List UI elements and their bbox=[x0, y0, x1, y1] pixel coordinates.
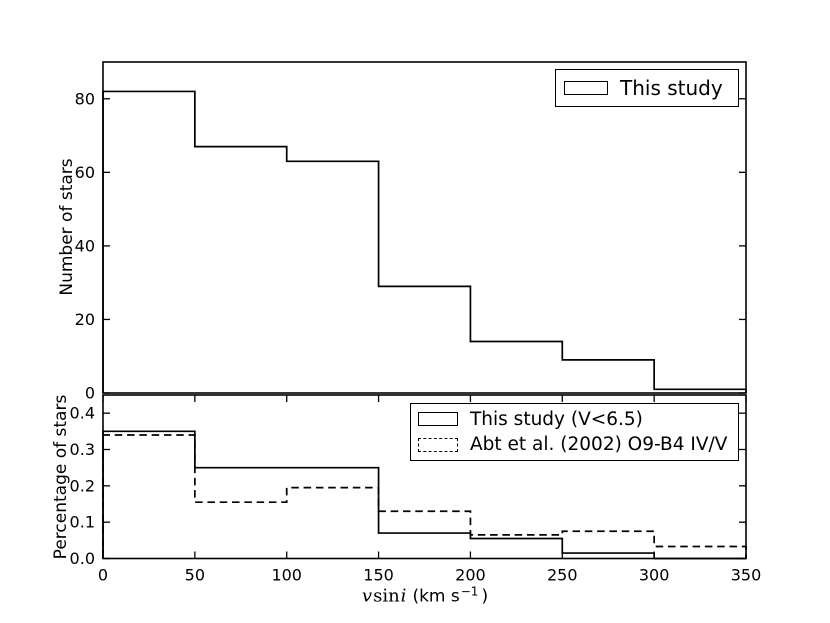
y-tick-label: 20 bbox=[75, 310, 95, 329]
legend-row-abt: Abt et al. (2002) O9-B4 IV/V bbox=[418, 434, 738, 455]
y-tick-label: 40 bbox=[75, 236, 95, 255]
bottom-axes-frame bbox=[102, 394, 747, 560]
y-tick-label: 0.4 bbox=[70, 404, 95, 423]
solid-rect-swatch-icon bbox=[418, 412, 458, 427]
xlabel-sin: sin bbox=[373, 585, 400, 607]
bottom-legend: This study (V<6.5) Abt et al. (2002) O9-… bbox=[410, 403, 739, 461]
series-line-this-study bbox=[102, 90, 747, 393]
series-line-abt-et-al-2002-o9-b4-iv-v bbox=[102, 434, 747, 559]
x-tick-label: 250 bbox=[547, 566, 578, 585]
xlabel-units: (km s bbox=[412, 586, 460, 607]
xlabel-var-i: i bbox=[400, 585, 407, 607]
legend-label-this-study: This study bbox=[620, 76, 723, 100]
top-legend: This study bbox=[555, 69, 739, 107]
bottom-panel-ylabel: Percentage of stars bbox=[51, 394, 71, 560]
top-panel-ylabel: Number of stars bbox=[57, 158, 77, 296]
x-tick-label: 350 bbox=[731, 566, 762, 585]
x-tick-label: 50 bbox=[185, 566, 205, 585]
legend-label-this-study-v65: This study (V<6.5) bbox=[470, 408, 643, 430]
y-tick-label: 0.1 bbox=[70, 513, 95, 532]
x-tick-label: 0 bbox=[98, 566, 108, 585]
y-tick-label: 0.3 bbox=[70, 440, 95, 459]
y-tick-label: 0.0 bbox=[70, 549, 95, 568]
legend-row-this-study: This study (V<6.5) bbox=[418, 409, 738, 430]
dashed-rect-swatch-icon bbox=[418, 437, 458, 452]
x-tick-label: 200 bbox=[455, 566, 486, 585]
xlabel-close-paren: ) bbox=[481, 586, 489, 607]
y-tick-label: 80 bbox=[75, 89, 95, 108]
solid-rect-swatch-icon bbox=[564, 81, 608, 95]
top-axes-frame bbox=[102, 61, 747, 394]
x-axis-label: vsini (km s−1) bbox=[361, 584, 489, 607]
x-tick-label: 100 bbox=[271, 566, 302, 585]
y-tick-label: 0 bbox=[85, 384, 95, 403]
x-tick-label: 150 bbox=[363, 566, 394, 585]
xlabel-exponent: −1 bbox=[460, 584, 479, 598]
x-tick-label: 300 bbox=[639, 566, 670, 585]
y-tick-label: 0.2 bbox=[70, 476, 95, 495]
xlabel-var-v: v bbox=[361, 585, 373, 607]
y-tick-label: 60 bbox=[75, 163, 95, 182]
series-line-this-study-v-6-5 bbox=[102, 430, 746, 560]
legend-label-abt: Abt et al. (2002) O9-B4 IV/V bbox=[470, 434, 728, 456]
